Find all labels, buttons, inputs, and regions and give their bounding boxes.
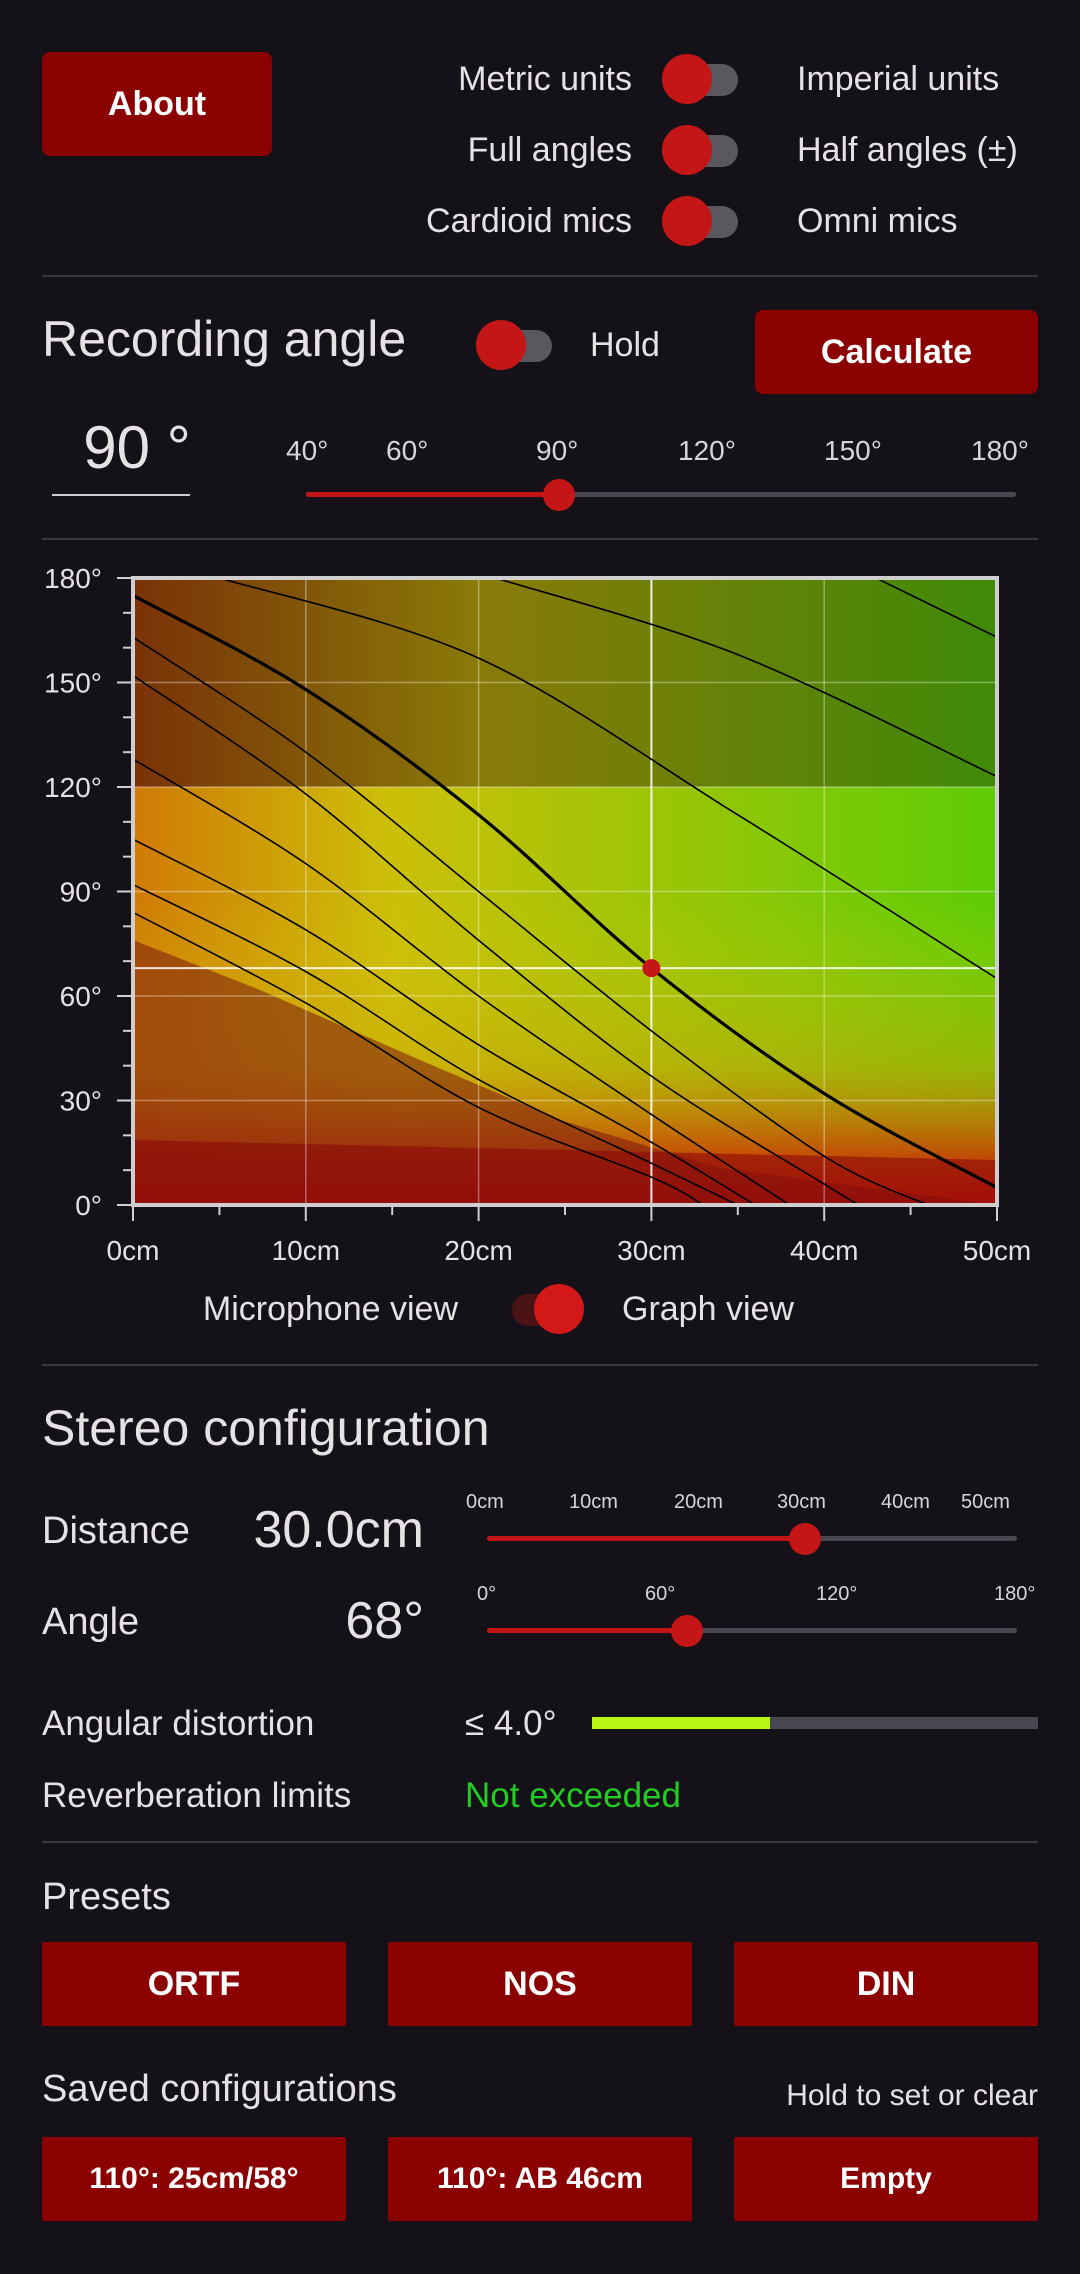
chart-curve xyxy=(875,578,997,638)
chart-region-dark xyxy=(133,940,997,1205)
saved-hint: Hold to set or clear xyxy=(786,2079,1038,2112)
saved-slot-1-button[interactable]: 110°: 25cm/58° xyxy=(42,2137,346,2221)
chart-x-tick-label: 30cm xyxy=(617,1235,685,1266)
chart-y-tick-label: 150° xyxy=(44,668,102,699)
omni-mics-label: Omni mics xyxy=(797,202,958,240)
angular-distortion-bar xyxy=(592,1717,1038,1729)
chart-curve xyxy=(495,578,997,778)
chart-curve xyxy=(133,883,739,1205)
chart-x-tick-label: 50cm xyxy=(963,1235,1031,1266)
distance-thumb[interactable] xyxy=(789,1523,821,1555)
mic-type-toggle[interactable] xyxy=(662,190,746,250)
saved-configurations-title: Saved configurations xyxy=(42,2068,397,2110)
distance-value: 30.0cm xyxy=(253,1501,424,1559)
chart-x-tick-label: 10cm xyxy=(272,1235,340,1266)
recording-angle-input[interactable]: 90 ° xyxy=(83,414,191,481)
dist-tick-50: 50cm xyxy=(961,1491,1010,1513)
recording-angle-chart[interactable]: 180° 150° 120° 90° 60° 30° 0°0cm 10cm 20cm 30cm 40… xyxy=(0,555,1080,1310)
chart-y-tick-label: 90° xyxy=(60,877,102,908)
chart-y-tick-label: 0° xyxy=(75,1190,102,1221)
chart-marker[interactable] xyxy=(642,959,661,978)
chart-x-tick-label: 20cm xyxy=(444,1235,512,1266)
imperial-units-label: Imperial units xyxy=(797,60,1000,98)
rec-tick-90: 90° xyxy=(536,435,579,466)
hold-toggle[interactable] xyxy=(476,314,560,374)
chart-y-tick-label: 30° xyxy=(60,1086,102,1117)
distance-label: Distance xyxy=(42,1510,190,1552)
cardioid-mics-label: Cardioid mics xyxy=(426,202,632,240)
angular-distortion-value: ≤ 4.0° xyxy=(465,1704,557,1743)
chart-region-wide xyxy=(133,578,997,787)
angle-tick-180: 180° xyxy=(994,1583,1036,1605)
angle-tick-120: 120° xyxy=(816,1583,858,1605)
recording-angle-slider[interactable] xyxy=(306,479,1016,511)
angle-tick-60: 60° xyxy=(645,1583,676,1605)
units-toggle[interactable] xyxy=(662,48,746,108)
angle-value: 68° xyxy=(345,1592,424,1650)
graph-view-label: Graph view xyxy=(622,1290,794,1328)
preset-din-button[interactable]: DIN xyxy=(734,1942,1038,2026)
chart-curve xyxy=(133,674,860,1205)
saved-slot-3-button[interactable]: Empty xyxy=(734,2137,1038,2221)
dist-tick-20: 20cm xyxy=(674,1491,723,1513)
angle-slider[interactable] xyxy=(487,1615,1017,1647)
chart-curve xyxy=(133,636,929,1205)
dist-tick-40: 40cm xyxy=(881,1491,930,1513)
dist-tick-10: 10cm xyxy=(569,1491,618,1513)
chart-x-tick-label: 0cm xyxy=(107,1235,160,1266)
saved-slot-2-button[interactable]: 110°: AB 46cm xyxy=(388,2137,692,2221)
preset-ortf-button[interactable]: ORTF xyxy=(42,1942,346,2026)
chart-curve xyxy=(219,578,997,980)
recording-angle-underline xyxy=(52,494,190,496)
recording-angle-thumb[interactable] xyxy=(543,479,576,511)
microphone-view-label: Microphone view xyxy=(202,1290,458,1328)
rec-tick-150: 150° xyxy=(824,435,882,466)
rec-tick-120: 120° xyxy=(678,435,736,466)
angles-toggle[interactable] xyxy=(662,119,746,179)
chart-region-bottom xyxy=(133,1140,997,1205)
reverberation-limits-value: Not exceeded xyxy=(465,1776,681,1815)
metric-units-label: Metric units xyxy=(458,60,632,98)
calculate-button[interactable]: Calculate xyxy=(755,310,1038,394)
angle-tick-0: 0° xyxy=(477,1583,497,1605)
chart-y-tick-label: 180° xyxy=(44,563,102,594)
divider xyxy=(42,275,1038,277)
rec-tick-60: 60° xyxy=(386,435,429,466)
divider xyxy=(42,538,1038,540)
rec-tick-40: 40° xyxy=(286,435,329,466)
preset-nos-button[interactable]: NOS xyxy=(388,1942,692,2026)
full-angles-label: Full angles xyxy=(467,131,632,169)
angular-distortion-fill xyxy=(592,1717,771,1729)
rec-tick-180: 180° xyxy=(971,435,1029,466)
chart-curve xyxy=(133,911,704,1205)
chart-selected-curve xyxy=(133,594,997,1189)
divider xyxy=(42,1364,1038,1366)
presets-title: Presets xyxy=(42,1876,171,1918)
dist-tick-30: 30cm xyxy=(777,1491,826,1513)
distance-slider[interactable] xyxy=(487,1523,1017,1555)
chart-y-tick-label: 60° xyxy=(60,981,102,1012)
angle-thumb[interactable] xyxy=(671,1615,704,1647)
chart-curve xyxy=(133,838,756,1205)
recording-angle-title: Recording angle xyxy=(42,311,407,367)
angular-distortion-label: Angular distortion xyxy=(42,1704,315,1743)
divider xyxy=(42,1841,1038,1843)
view-toggle[interactable] xyxy=(500,1278,584,1338)
chart-y-tick-label: 120° xyxy=(44,772,102,803)
reverberation-limits-label: Reverberation limits xyxy=(42,1776,352,1815)
stereo-configuration-title: Stereo configuration xyxy=(42,1400,490,1456)
dist-tick-0: 0cm xyxy=(466,1491,504,1513)
angle-label: Angle xyxy=(42,1601,140,1643)
about-button[interactable]: About xyxy=(42,52,272,156)
half-angles-label: Half angles (±) xyxy=(797,131,1018,169)
chart-x-tick-label: 40cm xyxy=(790,1235,858,1266)
chart-curve xyxy=(133,758,791,1205)
hold-label: Hold xyxy=(590,326,660,364)
